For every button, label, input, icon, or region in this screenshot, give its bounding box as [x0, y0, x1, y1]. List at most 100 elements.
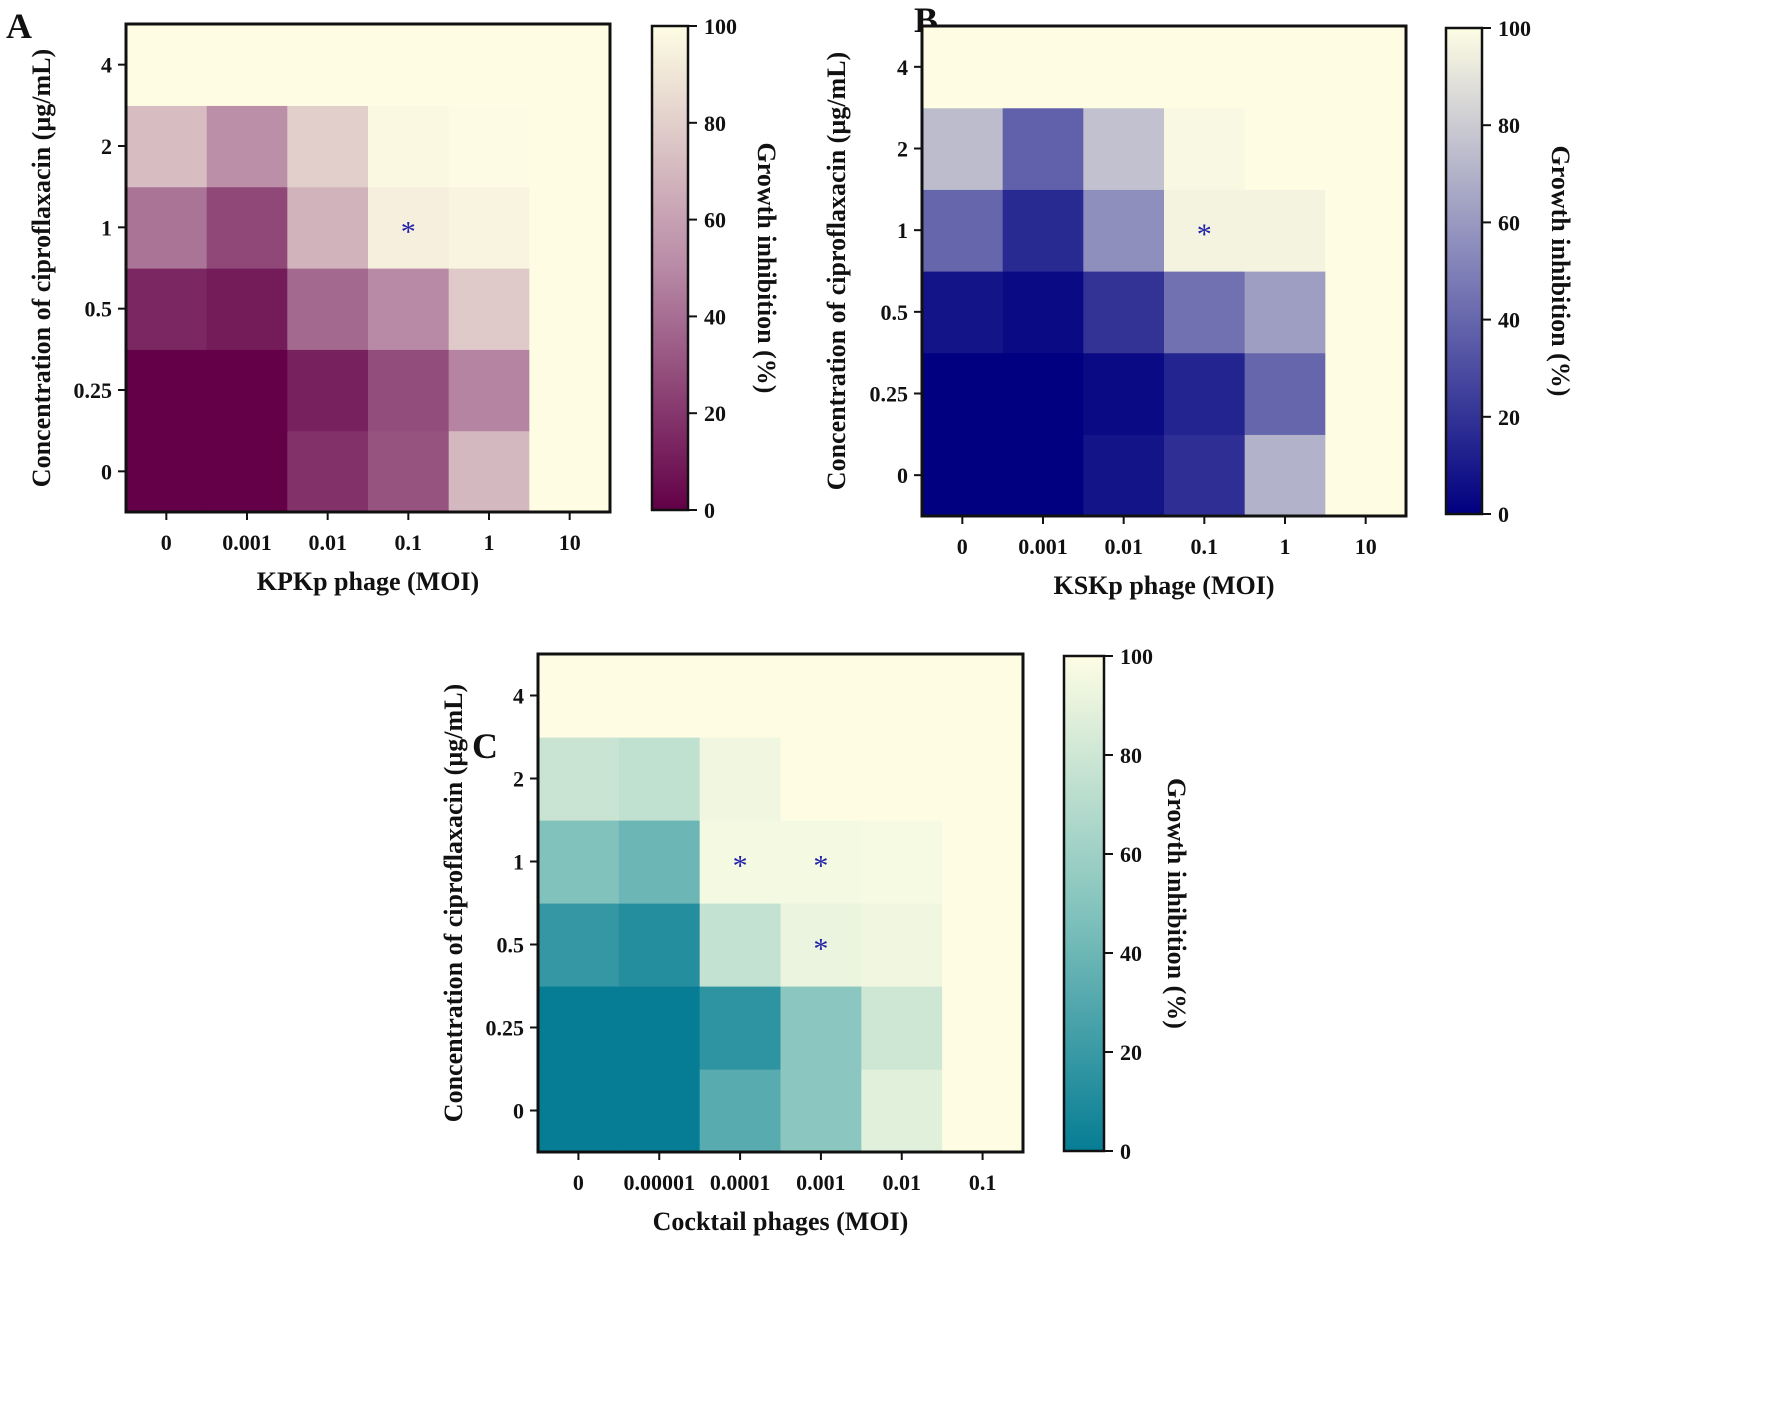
colorbar: [650, 24, 690, 512]
heatmap-cell: [538, 903, 620, 987]
colorbar-tick-label: 40: [1120, 941, 1142, 966]
colorbar-tick-label: 100: [1498, 16, 1531, 41]
heatmap-cell: [448, 430, 530, 513]
heatmap-cell: [699, 1069, 782, 1153]
x-axis-label: KSKp phage (MOI): [1053, 571, 1274, 600]
heatmap-cell: [1002, 189, 1084, 272]
colorbar-tick-label: 0: [1120, 1139, 1131, 1164]
y-tick-label: 1: [101, 215, 112, 240]
x-tick-label: 0.00001: [624, 1170, 696, 1195]
heatmap-cell: [1083, 107, 1165, 190]
y-tick-label: 0.5: [85, 297, 113, 322]
heatmap-cell: [1325, 107, 1407, 190]
colorbar: [1444, 26, 1484, 516]
y-tick-label: 0.25: [74, 378, 113, 403]
heatmap-cell: [699, 737, 782, 821]
y-tick-label: 2: [513, 767, 524, 792]
heatmap-cell: [922, 189, 1004, 272]
heatmap-cell: [1083, 352, 1165, 435]
colorbar-tick-label: 40: [704, 304, 726, 329]
x-axis-label: Cocktail phages (MOI): [653, 1207, 909, 1236]
heatmap-cell: [368, 186, 450, 269]
heatmap-cell: [448, 186, 530, 269]
x-axis-label: KPKp phage (MOI): [257, 567, 479, 596]
y-tick-label: 0: [513, 1099, 524, 1124]
heatmap-cell: [1083, 26, 1165, 109]
colorbar-tick-label: 100: [704, 14, 737, 39]
y-axis-label: Concentration of ciproflaxacin (µg/mL): [439, 684, 468, 1122]
plot-frame: [124, 22, 612, 514]
heatmap-cell: [538, 654, 620, 738]
y-axis-label: Concentration of ciproflaxacin (µg/mL): [822, 52, 851, 490]
heatmap-cell: [699, 820, 782, 904]
heatmap-cell: [287, 268, 369, 350]
heatmap-cell: [618, 903, 701, 987]
heatmap-cell: [1002, 434, 1084, 517]
heatmap-cell: [529, 24, 611, 106]
heatmap-cell: [922, 107, 1004, 190]
significance-marker: *: [1197, 218, 1212, 251]
heatmap-cell: [368, 24, 450, 106]
colorbar-label: Growth inhibition (%): [1162, 778, 1191, 1029]
heatmap-cell: [448, 349, 530, 432]
heatmap-cell: [368, 349, 450, 432]
colorbar-tick-label: 80: [1498, 113, 1520, 138]
colorbar-tick-label: 0: [1498, 502, 1509, 527]
colorbar-tick-label: 40: [1498, 308, 1520, 333]
heatmap-cell: [922, 271, 1004, 354]
heatmap-cell: [1002, 352, 1084, 435]
heatmap-cell: [1002, 107, 1084, 190]
colorbar-label: Growth inhibition (%): [752, 143, 781, 394]
heatmap-cell: [1164, 434, 1246, 517]
heatmap-cell: [699, 986, 782, 1070]
heatmap-cell: [618, 1069, 701, 1153]
heatmap-cell: [922, 434, 1004, 517]
heatmap-cell: [861, 820, 943, 904]
heatmap-cell: [1325, 271, 1407, 354]
heatmap-cell: [1164, 189, 1246, 272]
heatmap-cell: [538, 986, 620, 1070]
heatmap-cell: [206, 105, 288, 188]
heatmap-cell: [618, 654, 701, 738]
heatmap-cell: [1083, 434, 1165, 517]
heatmap-cell: [942, 654, 1024, 738]
heatmap-cell: [529, 430, 611, 513]
x-tick-label: 0.1: [395, 530, 423, 555]
heatmap-cell: [1164, 271, 1246, 354]
x-tick-label: 0: [957, 534, 968, 559]
heatmap-cell: [942, 986, 1024, 1070]
x-tick-label: 0: [573, 1170, 584, 1195]
heatmap-cell: [529, 349, 611, 432]
heatmap-cell: [780, 737, 862, 821]
heatmap-cell: [126, 24, 208, 106]
heatmap-cell: [1325, 189, 1407, 272]
colorbar-tick-label: 20: [1120, 1040, 1142, 1065]
colorbar-tick-label: 60: [1498, 210, 1520, 235]
heatmap-cell: [126, 186, 208, 269]
colorbar-tick-label: 100: [1120, 644, 1153, 669]
significance-marker: *: [813, 850, 828, 883]
heatmap-cell: [368, 105, 450, 188]
heatmap-cell: [861, 986, 943, 1070]
colorbar-label: Growth inhibition (%): [1546, 146, 1575, 397]
heatmap-cell: [1244, 271, 1326, 354]
y-tick-label: 1: [897, 218, 908, 243]
heatmap-cell: [126, 349, 208, 432]
y-tick-label: 0: [897, 463, 908, 488]
heatmap-cell: [618, 820, 701, 904]
colorbar-tick-label: 60: [1120, 842, 1142, 867]
significance-marker: *: [401, 215, 416, 248]
y-tick-label: 4: [513, 684, 524, 709]
heatmap-cell: [206, 349, 288, 432]
heatmap-cell: [287, 430, 369, 513]
heatmap-cell: [287, 24, 369, 106]
heatmap-cell: [1002, 271, 1084, 354]
heatmap-cell: [206, 268, 288, 350]
heatmap-cell: [861, 903, 943, 987]
heatmap-cell: [942, 903, 1024, 987]
heatmap-cell: [922, 26, 1004, 109]
heatmap-cell: [1244, 107, 1326, 190]
x-tick-label: 1: [484, 530, 495, 555]
